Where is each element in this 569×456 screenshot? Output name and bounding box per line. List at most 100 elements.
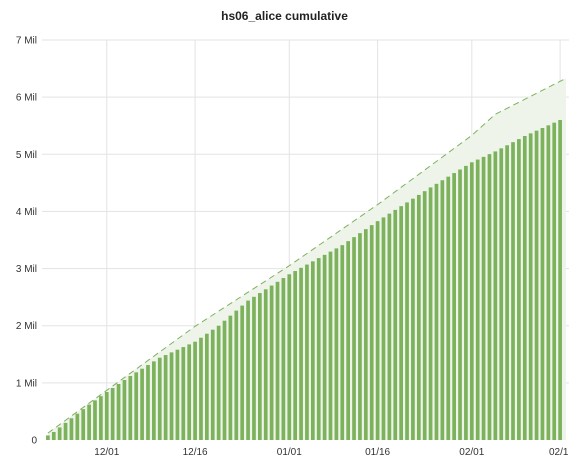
x-tick-label: 02/01 xyxy=(459,447,484,456)
bar xyxy=(122,380,127,440)
bar xyxy=(434,183,439,440)
bar xyxy=(63,422,68,440)
projection-line xyxy=(47,77,567,434)
bar xyxy=(146,365,150,440)
bar xyxy=(552,122,557,441)
bar xyxy=(493,151,498,440)
bar xyxy=(240,305,245,440)
bar xyxy=(263,289,268,440)
bar xyxy=(228,315,233,440)
chart-title: hs06_alice cumulative xyxy=(221,9,348,23)
bar xyxy=(157,357,162,440)
bar xyxy=(381,217,386,440)
bar xyxy=(511,142,515,441)
bar xyxy=(393,209,398,440)
bar xyxy=(464,165,468,440)
bar xyxy=(534,130,539,441)
bar xyxy=(369,225,374,440)
bar xyxy=(269,285,274,440)
bar xyxy=(293,271,298,440)
bar xyxy=(475,159,480,440)
bar xyxy=(446,176,451,440)
bar xyxy=(246,300,250,440)
bar xyxy=(499,148,504,440)
bar xyxy=(69,418,74,440)
y-axis-labels: 0 1 Mil 2 Mil 3 Mil 4 Mil 5 Mil 6 Mil 7 Mil xyxy=(16,36,38,447)
bar xyxy=(328,251,333,440)
bar xyxy=(416,194,421,440)
x-tick-label: 01/16 xyxy=(365,447,390,456)
bar xyxy=(458,169,462,440)
bar xyxy=(257,293,262,440)
bar xyxy=(346,241,351,440)
bar xyxy=(558,120,562,440)
bar xyxy=(205,333,209,440)
bar xyxy=(134,372,139,440)
y-tick-label: 4 Mil xyxy=(16,207,37,218)
x-axis-labels: 12/01 12/16 01/01 01/16 02/01 02/1! xyxy=(94,447,569,456)
bar xyxy=(199,337,203,440)
bar xyxy=(310,261,315,440)
y-tick-label: 2 Mil xyxy=(16,321,37,332)
bar xyxy=(352,237,356,440)
bar xyxy=(363,229,368,440)
bar xyxy=(399,206,403,440)
bar xyxy=(216,325,221,440)
bar xyxy=(322,254,327,440)
bar xyxy=(252,296,256,440)
bar xyxy=(51,432,56,440)
bar xyxy=(128,376,133,440)
bar xyxy=(152,361,156,440)
bar xyxy=(193,341,197,440)
bar xyxy=(87,404,91,440)
bar xyxy=(481,156,486,441)
y-tick-label: 1 Mil xyxy=(16,378,37,389)
bar xyxy=(140,368,144,440)
bar xyxy=(57,427,62,440)
bar xyxy=(487,154,492,440)
bar xyxy=(334,248,339,440)
bar xyxy=(81,409,86,440)
x-tick-label: 12/16 xyxy=(183,447,208,456)
y-tick-label: 0 xyxy=(31,436,37,447)
bar xyxy=(358,233,362,440)
bar xyxy=(452,173,456,440)
bar xyxy=(169,352,174,440)
bar xyxy=(299,267,303,440)
bar xyxy=(546,125,551,440)
bar xyxy=(540,128,545,440)
bar xyxy=(46,435,50,440)
x-tick-label: 12/01 xyxy=(94,447,119,456)
bar xyxy=(181,347,186,440)
bar xyxy=(340,245,345,440)
y-tick-label: 7 Mil xyxy=(16,36,37,47)
bar xyxy=(163,355,168,440)
y-tick-label: 6 Mil xyxy=(16,93,37,104)
bar xyxy=(428,187,433,440)
bar xyxy=(75,413,80,440)
bar xyxy=(222,320,227,440)
bar xyxy=(517,139,521,440)
bar xyxy=(175,349,180,440)
bar xyxy=(110,388,115,440)
bar xyxy=(116,384,121,440)
bar xyxy=(234,310,239,440)
bar xyxy=(187,344,192,440)
bar xyxy=(210,329,215,440)
y-tick-label: 5 Mil xyxy=(16,150,37,161)
bar xyxy=(505,145,509,440)
bar xyxy=(104,392,109,440)
bar xyxy=(287,274,292,440)
bar xyxy=(375,221,380,440)
bar xyxy=(93,400,97,440)
bar xyxy=(522,136,527,440)
x-tick-label: 01/01 xyxy=(277,447,302,456)
bar xyxy=(422,191,427,440)
bar-series xyxy=(46,120,562,441)
bar xyxy=(316,258,321,440)
bar xyxy=(528,133,533,440)
bar xyxy=(440,180,445,441)
bar xyxy=(469,162,474,441)
